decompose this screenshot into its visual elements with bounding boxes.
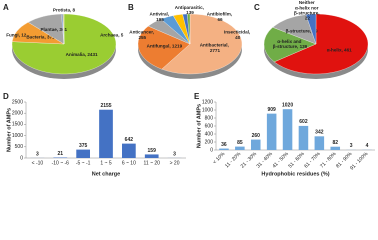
data-label: 1020 bbox=[282, 103, 293, 109]
y-tick-label: 0 bbox=[20, 155, 23, 161]
slice-label: Plantae, 361 bbox=[40, 27, 67, 32]
x-tick-label: 11 ~ 20 bbox=[143, 160, 160, 166]
bar bbox=[144, 154, 159, 158]
bar bbox=[266, 113, 277, 150]
figure: Animalia, 2431 Bacteria, 371 Plantae, 361 F… bbox=[3, 0, 375, 177]
y-tick-label: 0 bbox=[210, 147, 213, 153]
slice-label: Animalia, 2431 bbox=[66, 52, 98, 57]
y-tick-label: 2000 bbox=[12, 111, 23, 117]
pie-slice bbox=[63, 13, 65, 45]
x-axis-title: Net charge bbox=[92, 171, 120, 177]
y-tick-label: 200 bbox=[205, 139, 214, 145]
y-tick-label: 500 bbox=[15, 144, 24, 150]
y-tick-label: 2500 bbox=[12, 99, 23, 105]
pie-slice bbox=[263, 27, 317, 63]
bar bbox=[122, 143, 136, 158]
data-label: 3 bbox=[36, 151, 39, 157]
data-label: 3 bbox=[350, 143, 353, 149]
bar bbox=[250, 139, 261, 150]
data-label: 82 bbox=[332, 140, 338, 146]
data-label: 36 bbox=[221, 142, 227, 148]
slice-label: Neither α-helix nor β-structure, 22 bbox=[294, 0, 321, 21]
slice-label: Fungi, 12 bbox=[6, 33, 27, 38]
panel-letter: C bbox=[254, 3, 260, 12]
bar bbox=[219, 148, 229, 150]
bar bbox=[235, 146, 245, 150]
bar bbox=[330, 146, 341, 150]
y-axis-title: Number of AMPs bbox=[6, 108, 12, 152]
y-tick-label: 800 bbox=[205, 115, 214, 121]
y-axis-title: Number of AMPs bbox=[196, 104, 202, 148]
slice-label: Protista, 8 bbox=[53, 8, 76, 13]
bar bbox=[298, 125, 309, 150]
x-tick-label: -10 ~ -6 bbox=[52, 160, 70, 166]
slice-label: Bacteria, 371 bbox=[26, 35, 55, 40]
pie-slice bbox=[305, 13, 317, 45]
x-tick-label: > 20 bbox=[170, 160, 180, 166]
x-tick-label: 1 ~ 5 bbox=[100, 160, 111, 166]
slice-label: Antibacterial, 2771 bbox=[200, 43, 230, 53]
pie-slice bbox=[187, 13, 191, 45]
data-label: 159 bbox=[148, 148, 157, 154]
slice-label: Antiparasitic, 139 bbox=[175, 5, 205, 15]
slice-label: Archaea, 5 bbox=[100, 33, 124, 38]
bar bbox=[282, 109, 293, 150]
y-tick-label: 1000 bbox=[12, 133, 23, 139]
bar bbox=[99, 109, 113, 158]
panel-letter: D bbox=[3, 92, 9, 101]
panel-letter: A bbox=[3, 3, 9, 12]
slice-label: Antibiofilm, 66 bbox=[207, 12, 234, 22]
slice-label: α-helix and β-structure, 139 bbox=[273, 39, 308, 49]
data-label: 342 bbox=[315, 130, 324, 136]
data-label: 85 bbox=[237, 140, 243, 146]
data-label: 260 bbox=[252, 133, 261, 139]
x-axis-title: Hydrophobic residues (%) bbox=[261, 171, 329, 177]
x-tick-label: 91 - 100% bbox=[349, 151, 370, 172]
slice-label: β-structure, 89 bbox=[286, 29, 318, 34]
y-tick-label: 600 bbox=[205, 123, 214, 129]
slice-label: Insecticidal, 40 bbox=[224, 30, 252, 40]
bar bbox=[76, 149, 90, 158]
pie-slice bbox=[137, 25, 191, 70]
panel-letter: E bbox=[194, 92, 200, 101]
data-label: 909 bbox=[267, 107, 276, 113]
data-label: 4 bbox=[366, 143, 369, 149]
data-label: 2155 bbox=[100, 103, 111, 109]
bar bbox=[314, 136, 325, 150]
y-tick-label: 400 bbox=[205, 131, 214, 137]
slice-label: Anticancer, 255 bbox=[129, 30, 155, 40]
pie-slice bbox=[273, 13, 369, 75]
data-label: 21 bbox=[58, 151, 64, 157]
x-tick-label: 6 ~ 10 bbox=[122, 160, 136, 166]
panel-letter: B bbox=[128, 3, 134, 12]
data-label: 375 bbox=[79, 143, 88, 149]
x-tick-label: -5 ~ -1 bbox=[76, 160, 91, 166]
slice-label: Antiviral, 195 bbox=[149, 12, 170, 22]
x-tick-label: < -10 bbox=[32, 160, 44, 166]
y-tick-label: 1200 bbox=[202, 99, 213, 105]
slice-label: α-helix, 461 bbox=[327, 48, 352, 53]
data-label: 602 bbox=[299, 119, 308, 125]
slice-label: Antifungal, 1219 bbox=[147, 44, 183, 49]
data-label: 3 bbox=[173, 151, 176, 157]
y-tick-label: 1500 bbox=[12, 122, 23, 128]
data-label: 642 bbox=[125, 137, 134, 143]
y-tick-label: 1000 bbox=[202, 107, 213, 113]
pie-slice bbox=[161, 13, 243, 75]
